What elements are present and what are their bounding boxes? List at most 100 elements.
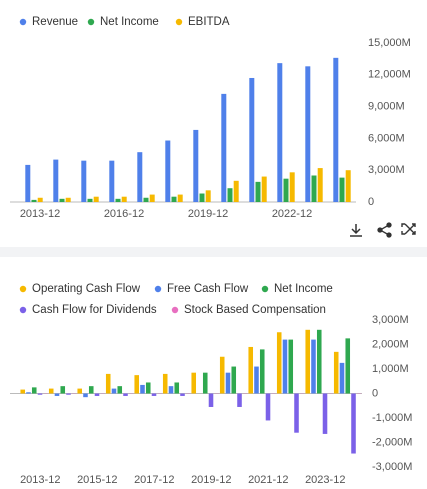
bar	[171, 196, 177, 202]
bar	[94, 393, 100, 396]
y-tick-label: 2,000M	[372, 338, 409, 350]
x-tick-label: 2022-12	[272, 208, 312, 220]
bar	[317, 168, 323, 202]
bar	[37, 393, 43, 395]
bar	[233, 180, 239, 202]
legend-swatch	[154, 285, 162, 293]
download-icon[interactable]	[350, 224, 362, 237]
legend-label: EBITDA	[188, 16, 230, 28]
bar	[351, 393, 356, 454]
legend-swatch	[87, 18, 95, 26]
bar	[219, 356, 225, 394]
bar	[202, 372, 208, 394]
bar	[193, 129, 199, 202]
bar	[109, 160, 115, 202]
legend-swatch	[175, 18, 183, 26]
legend-swatch	[19, 306, 27, 314]
y-tick-label: 12,000M	[368, 69, 411, 81]
bar	[225, 372, 231, 394]
bar	[54, 393, 60, 396]
bar	[191, 372, 197, 394]
bar	[20, 389, 26, 394]
bar	[31, 387, 37, 394]
bar	[168, 386, 174, 394]
bar	[134, 375, 140, 394]
bar	[249, 77, 255, 202]
bar	[25, 164, 31, 202]
y-tick-label: -1,000M	[372, 412, 412, 424]
x-tick-label: 2021-12	[248, 474, 288, 486]
share-icon[interactable]	[377, 222, 392, 238]
bar	[117, 386, 123, 394]
x-tick-label: 2017-12	[134, 474, 174, 486]
bar	[248, 346, 254, 394]
bar	[165, 140, 171, 202]
bar	[345, 338, 351, 394]
bar	[162, 373, 168, 394]
bar	[199, 193, 205, 202]
legend-label: Operating Cash Flow	[32, 283, 141, 295]
bar	[77, 388, 83, 394]
y-tick-label: -3,000M	[372, 461, 412, 473]
bar	[93, 196, 99, 202]
bar	[149, 194, 155, 202]
bar	[237, 393, 242, 407]
bar	[305, 66, 311, 202]
legend-label: Revenue	[32, 16, 78, 28]
bar	[294, 393, 299, 433]
legend-swatch	[261, 285, 269, 293]
bar	[265, 393, 271, 421]
bar	[322, 393, 328, 434]
bar	[311, 175, 317, 202]
bar	[83, 393, 88, 398]
bar	[48, 388, 54, 394]
x-tick-label: 2016-12	[104, 208, 144, 220]
bar	[26, 392, 31, 394]
x-tick-label: 2023-12	[305, 474, 345, 486]
y-tick-label: 1,000M	[372, 363, 409, 375]
x-tick-label: 2015-12	[77, 474, 117, 486]
bar	[151, 393, 157, 396]
bar	[53, 159, 59, 202]
legend-label: Net Income	[100, 16, 159, 28]
bar	[87, 198, 93, 202]
y-tick-label: 9,000M	[368, 101, 405, 113]
expand-icon[interactable]	[401, 223, 416, 235]
bar	[31, 199, 37, 202]
bar	[227, 188, 233, 202]
bar	[81, 160, 87, 202]
bar	[180, 393, 185, 396]
legend-label: Stock Based Compensation	[184, 304, 326, 316]
bar	[316, 329, 322, 394]
bar	[221, 93, 227, 202]
x-tick-label: 2013-12	[20, 208, 60, 220]
bar	[277, 63, 283, 202]
bar	[115, 198, 121, 202]
legend-label: Net Income	[274, 283, 333, 295]
bar	[305, 329, 311, 394]
bar	[137, 152, 143, 202]
bar	[59, 198, 65, 202]
legend-swatch	[171, 306, 179, 314]
bar	[254, 366, 259, 394]
bar	[208, 393, 214, 407]
bar	[60, 386, 66, 394]
bar	[261, 176, 267, 202]
bar	[145, 382, 151, 394]
bar	[231, 366, 237, 394]
bar	[88, 386, 94, 394]
bar	[283, 178, 289, 202]
separator	[0, 247, 427, 257]
y-tick-label: 15,000M	[368, 37, 411, 49]
y-tick-label: -2,000M	[372, 436, 412, 448]
bar	[333, 57, 339, 203]
bar	[345, 170, 351, 202]
bar	[111, 388, 117, 394]
y-tick-label: 6,000M	[368, 132, 405, 144]
bar	[205, 190, 211, 202]
x-tick-label: 2019-12	[188, 208, 228, 220]
y-tick-label: 3,000M	[368, 164, 405, 176]
bar	[276, 332, 282, 394]
